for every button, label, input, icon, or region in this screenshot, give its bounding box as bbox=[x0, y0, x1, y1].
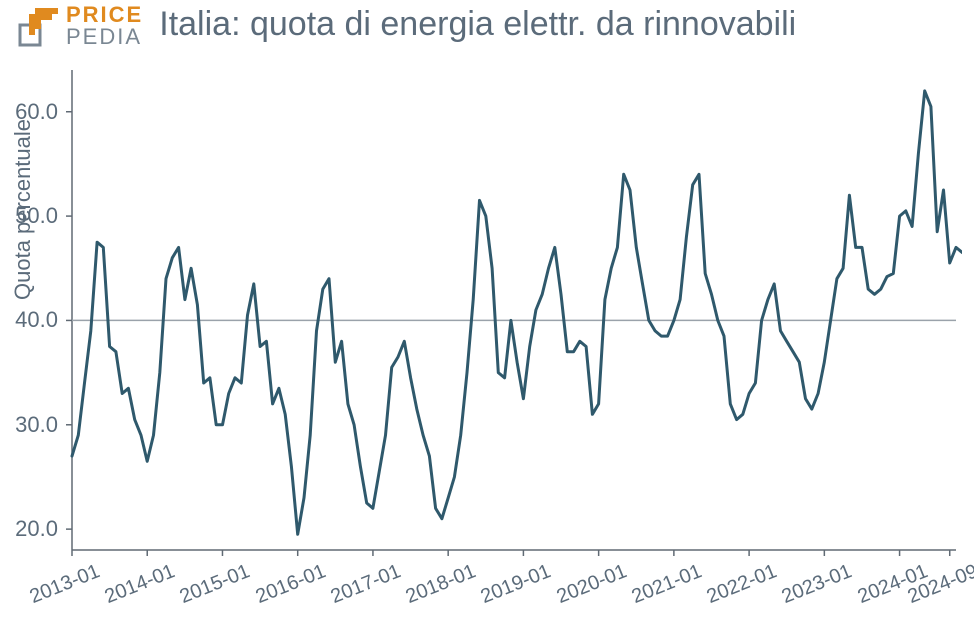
logo-bottom: PEDIA bbox=[66, 26, 143, 48]
y-tick-label: 40.0 bbox=[15, 307, 58, 333]
x-tick-label: 2020-01 bbox=[553, 560, 630, 609]
x-tick-label: 2017-01 bbox=[328, 560, 405, 609]
x-tick-label: 2018-01 bbox=[403, 560, 480, 609]
plot-area bbox=[62, 60, 962, 560]
y-tick-label: 20.0 bbox=[15, 516, 58, 542]
x-tick-labels: 2013-012014-012015-012016-012017-012018-… bbox=[62, 560, 962, 620]
x-tick-label: 2016-01 bbox=[252, 560, 329, 609]
x-tick-label: 2013-01 bbox=[27, 560, 104, 609]
x-tick-label: 2019-01 bbox=[478, 560, 555, 609]
logo-top: PRICE bbox=[66, 4, 143, 26]
logo: PRICE PEDIA bbox=[18, 4, 143, 48]
x-tick-label: 2015-01 bbox=[177, 560, 254, 609]
x-tick-label: 2021-01 bbox=[629, 560, 706, 609]
logo-icon bbox=[18, 5, 60, 47]
x-tick-label: 2014-01 bbox=[102, 560, 179, 609]
y-tick-label: 60.0 bbox=[15, 99, 58, 125]
x-tick-label: 2022-01 bbox=[704, 560, 781, 609]
y-tick-label: 50.0 bbox=[15, 203, 58, 229]
y-tick-labels: 20.0 30.0 40.0 50.0 60.0 bbox=[0, 60, 62, 560]
chart-container: PRICE PEDIA Italia: quota di energia ele… bbox=[0, 0, 974, 626]
x-tick-label: 2023-01 bbox=[779, 560, 856, 609]
y-tick-label: 30.0 bbox=[15, 412, 58, 438]
chart-title: Italia: quota di energia elettr. da rinn… bbox=[159, 4, 796, 45]
header: PRICE PEDIA Italia: quota di energia ele… bbox=[0, 0, 974, 48]
logo-text: PRICE PEDIA bbox=[66, 4, 143, 48]
